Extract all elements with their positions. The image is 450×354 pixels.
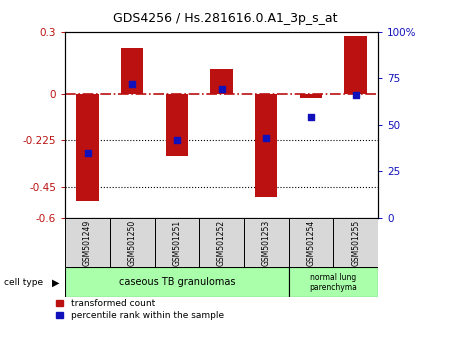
Text: cell type: cell type (4, 278, 44, 287)
Bar (211, 69, 233, 94)
Text: GSM501253: GSM501253 (262, 220, 271, 266)
Bar (288, 218, 333, 267)
Text: GSM501249: GSM501249 (83, 220, 92, 266)
Bar (300, 94, 322, 98)
Bar (76, 94, 99, 201)
Text: GSM501251: GSM501251 (172, 220, 181, 266)
Point (84, 150, 91, 155)
Legend: transformed count, percentile rank within the sample: transformed count, percentile rank withi… (56, 299, 224, 320)
Text: GSM501255: GSM501255 (351, 220, 360, 266)
Text: GDS4256 / Hs.281616.0.A1_3p_s_at: GDS4256 / Hs.281616.0.A1_3p_s_at (113, 12, 337, 25)
Bar (333, 218, 378, 267)
Bar (155, 218, 199, 267)
Bar (345, 36, 367, 94)
Point (173, 137, 180, 143)
Bar (65, 267, 288, 297)
Point (263, 135, 270, 141)
Bar (121, 48, 144, 94)
Point (129, 81, 136, 87)
Bar (244, 218, 288, 267)
Text: ▶: ▶ (52, 277, 59, 287)
Text: GSM501254: GSM501254 (306, 220, 315, 266)
Point (352, 92, 359, 98)
Bar (166, 94, 188, 156)
Text: normal lung
parenchyma: normal lung parenchyma (310, 273, 357, 292)
Point (218, 87, 225, 92)
Bar (65, 218, 110, 267)
Text: GSM501250: GSM501250 (128, 220, 137, 266)
Bar (255, 94, 278, 197)
Bar (199, 218, 244, 267)
Bar (110, 218, 155, 267)
Bar (288, 267, 378, 297)
Text: caseous TB granulomas: caseous TB granulomas (119, 277, 235, 287)
Point (307, 115, 315, 120)
Text: GSM501252: GSM501252 (217, 220, 226, 266)
